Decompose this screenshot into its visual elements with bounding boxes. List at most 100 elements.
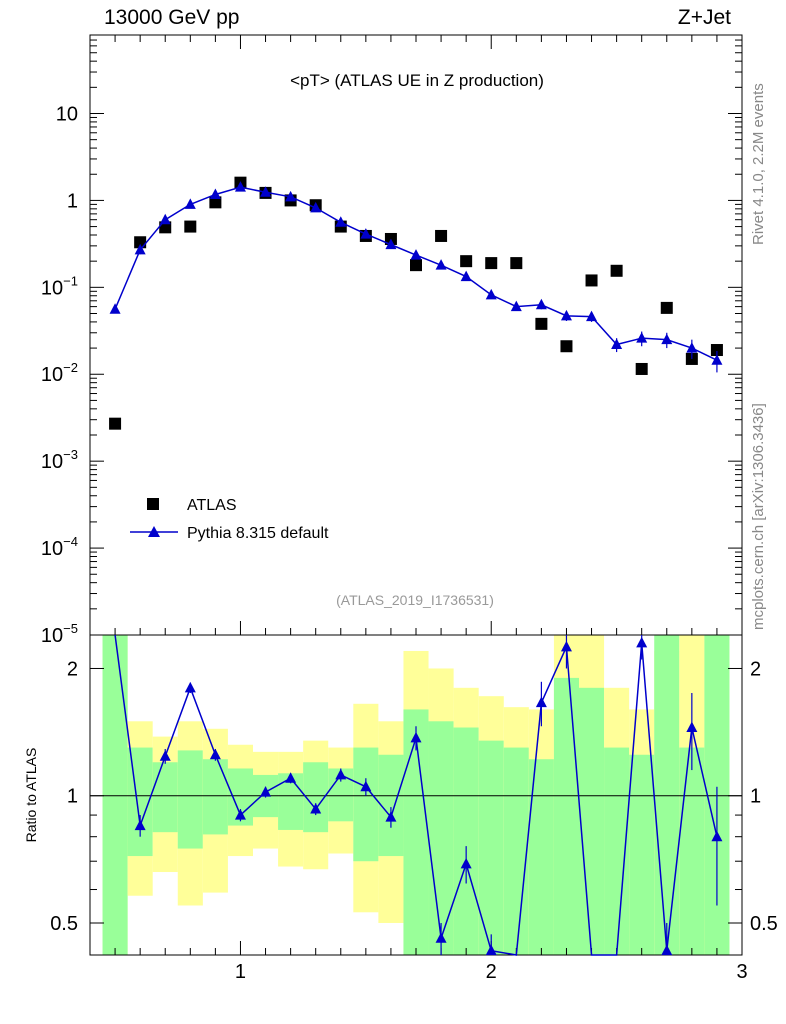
atlas-point	[710, 344, 723, 357]
y-tick-label: 10−1	[41, 273, 78, 299]
ratio-point	[159, 750, 171, 761]
band-green	[679, 747, 705, 955]
ratio-point	[711, 830, 723, 842]
x-tick-label: 2	[486, 961, 497, 983]
ratio-uncertainty-bands	[102, 635, 730, 955]
band-green	[177, 750, 203, 849]
energy-label: 13000 GeV pp	[104, 6, 240, 29]
pythia-point	[159, 213, 171, 225]
pythia-point	[485, 288, 497, 300]
x-tick-label: 3	[736, 961, 747, 983]
ratio-point	[560, 640, 572, 652]
legend-pythia-marker	[148, 526, 160, 537]
atlas-point	[460, 255, 473, 268]
atlas-point	[485, 257, 498, 270]
band-green	[353, 747, 379, 862]
ratio-point	[360, 780, 372, 792]
y-tick-label: 10−5	[41, 621, 78, 647]
y-tick-label: 1	[67, 190, 78, 212]
pythia-point	[134, 243, 146, 255]
pythia-point	[636, 332, 648, 343]
legend-pythia-label: Pythia 8.315 default	[187, 525, 329, 542]
pythia-point	[234, 181, 246, 192]
band-green	[152, 762, 178, 833]
ratio-y-tick-label: 0.5	[50, 913, 78, 935]
ratio-point	[636, 636, 648, 648]
pythia-line	[114, 186, 718, 361]
y-tick-label: 10−4	[41, 534, 78, 560]
band-green	[453, 727, 479, 955]
pythia-point	[661, 333, 673, 345]
y-tick-label: 10	[56, 103, 78, 125]
band-green	[629, 754, 655, 955]
y-tick-exponent: −3	[63, 447, 78, 462]
y-tick-exponent: −4	[63, 534, 78, 549]
pythia-point	[335, 216, 347, 227]
ratio-point	[260, 786, 272, 797]
ratio-point	[460, 857, 472, 869]
ratio-y-tick-label: 1	[750, 786, 761, 808]
band-green	[579, 687, 605, 955]
band-green	[654, 635, 680, 955]
band-green	[378, 754, 404, 857]
ratio-point	[234, 809, 246, 820]
y-tick-exponent: −1	[63, 273, 78, 288]
ratio-y-tick-label: 2	[67, 658, 78, 680]
pythia-point	[285, 190, 297, 202]
pythia-point	[686, 342, 698, 353]
pythia-point	[209, 188, 221, 199]
ratio-point	[335, 768, 347, 780]
main-data-marks	[109, 176, 723, 430]
ratio-point	[285, 772, 297, 783]
atlas-point	[510, 257, 523, 270]
ratio-point	[485, 944, 497, 956]
pythia-point	[360, 228, 372, 239]
ratio-point	[184, 681, 196, 693]
atlas-point	[610, 264, 623, 277]
process-label: Z+Jet	[677, 6, 731, 29]
atlas-point	[184, 220, 197, 233]
ratio-point	[435, 932, 447, 943]
ratio-point	[661, 944, 673, 956]
pythia-point	[260, 186, 272, 197]
ratio-point	[385, 811, 397, 822]
legend: ATLAS Pythia 8.315 default	[130, 497, 329, 542]
atlas-point	[585, 274, 598, 287]
y-tick-exponent: −5	[63, 621, 78, 636]
pythia-point	[460, 270, 472, 282]
pythia-point	[535, 298, 547, 310]
ratio-point	[209, 748, 221, 760]
pythia-point	[611, 338, 623, 349]
pythia-point	[385, 238, 397, 250]
main-y-axis-ticks: 10 1 10−1 10−2 10−3 10−4 10−5	[41, 34, 742, 647]
plot-title: <pT> (ATLAS UE in Z production)	[290, 71, 544, 90]
atlas-point	[109, 417, 122, 430]
legend-atlas-label: ATLAS	[187, 497, 237, 514]
band-green	[503, 747, 529, 955]
pythia-point	[184, 198, 196, 209]
main-panel-frame	[89, 34, 743, 636]
ratio-point	[310, 803, 322, 814]
atlas-point	[660, 301, 673, 314]
ratio-y-tick-label: 2	[750, 658, 761, 680]
ratio-y-tick-label: 1	[67, 786, 78, 808]
pythia-point	[435, 259, 447, 270]
atlas-point	[535, 317, 548, 330]
band-green	[202, 759, 228, 835]
legend-atlas-marker	[147, 498, 159, 510]
atlas-point	[435, 229, 448, 242]
ratio-point	[134, 819, 146, 831]
pythia-point	[711, 354, 723, 365]
ratio-axis-ticks: 0.5 0.5 1 1 2 2 1 2 3	[50, 658, 778, 983]
ratio-y-axis-label: Ratio to ATLAS	[23, 748, 39, 843]
ratio-point	[535, 696, 547, 708]
pythia-point	[310, 201, 322, 213]
pythia-point	[410, 249, 422, 260]
pythia-point	[510, 300, 522, 312]
y-tick-exponent: −2	[63, 360, 78, 375]
pythia-point	[586, 310, 598, 322]
ratio-y-tick-label: 0.5	[750, 913, 778, 935]
analysis-label: (ATLAS_2019_I1736531)	[336, 592, 494, 608]
